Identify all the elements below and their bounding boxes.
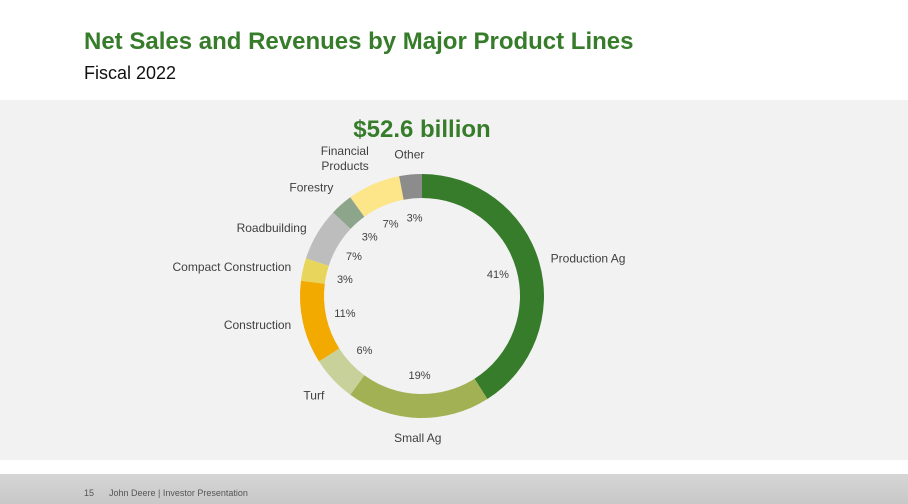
chart-total-label: $52.6 billion	[353, 116, 490, 143]
slice-production-ag	[422, 174, 544, 400]
slice-turf	[318, 348, 365, 395]
category-label-compact-construction: Compact Construction	[173, 260, 292, 274]
pct-label-forestry: 3%	[362, 232, 378, 244]
category-label-financial-products: Financial Products	[321, 144, 369, 173]
slice-construction	[300, 280, 340, 362]
footer-text: John Deere | Investor Presentation	[109, 488, 248, 498]
pct-label-construction: 11%	[334, 308, 355, 320]
footer-page-number: 15	[84, 488, 95, 498]
category-label-turf: Turf	[303, 389, 325, 403]
pct-label-roadbuilding: 7%	[346, 251, 362, 263]
pct-label-small-ag: 19%	[409, 370, 431, 382]
slice-roadbuilding	[305, 212, 351, 266]
page-subtitle: Fiscal 2022	[84, 63, 177, 83]
footer-bar: 15 John Deere | Investor Presentation	[0, 474, 908, 504]
slice-other	[399, 174, 422, 200]
category-label-construction: Construction	[224, 318, 291, 332]
pct-label-financial-products: 7%	[383, 218, 399, 230]
slice-financial-products	[350, 176, 404, 217]
category-label-forestry: Forestry	[289, 180, 333, 194]
category-label-roadbuilding: Roadbuilding	[237, 221, 307, 235]
slice-small-ag	[350, 375, 488, 418]
category-label-small-ag: Small Ag	[394, 431, 441, 445]
category-label-other: Other	[394, 148, 424, 162]
page-title: Net Sales and Revenues by Major Product …	[84, 28, 634, 55]
slice-compact-construction	[300, 258, 329, 284]
pct-label-other: 3%	[407, 212, 423, 224]
pct-label-production-ag: 41%	[487, 269, 509, 281]
pct-label-turf: 6%	[356, 345, 372, 357]
pct-label-compact-construction: 3%	[337, 274, 353, 286]
category-label-production-ag: Production Ag	[551, 252, 626, 266]
slice-forestry	[333, 197, 365, 229]
